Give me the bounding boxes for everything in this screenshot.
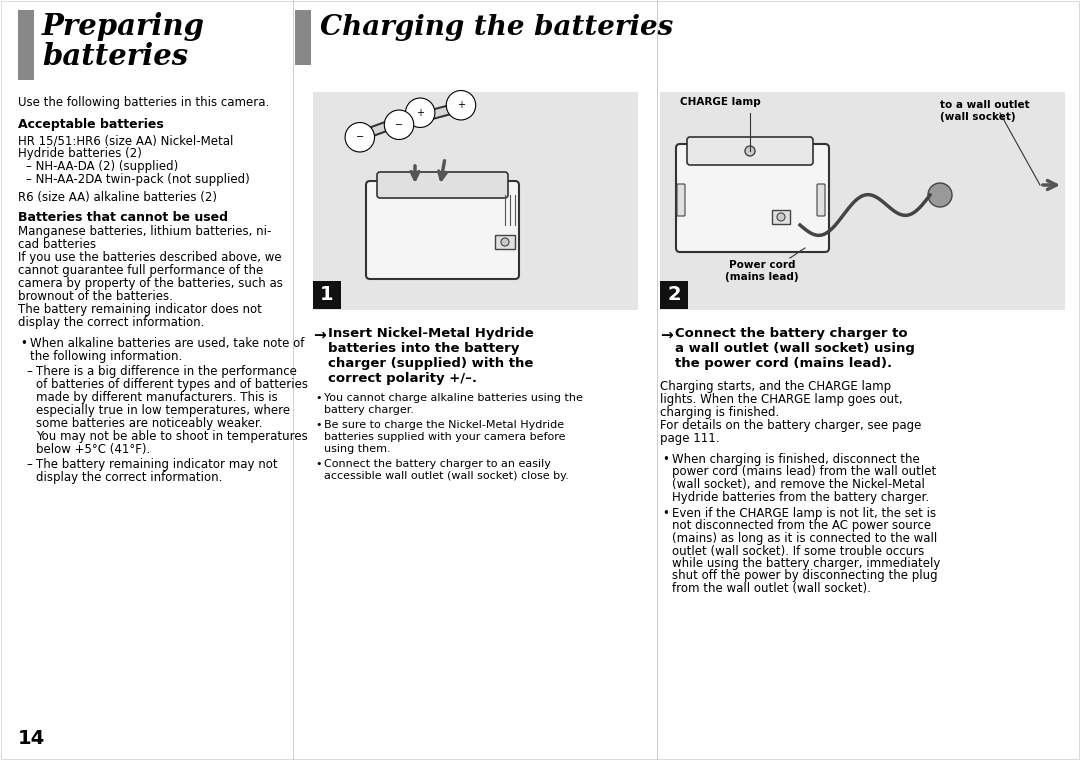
Bar bbox=[495, 235, 515, 249]
Text: the following information.: the following information. bbox=[30, 350, 183, 363]
Text: •: • bbox=[315, 459, 322, 469]
Text: Hydride batteries (2): Hydride batteries (2) bbox=[18, 147, 141, 160]
Text: R6 (size AA) alkaline batteries (2): R6 (size AA) alkaline batteries (2) bbox=[18, 191, 217, 204]
Text: some batteries are noticeably weaker.: some batteries are noticeably weaker. bbox=[36, 417, 262, 430]
Text: battery charger.: battery charger. bbox=[324, 405, 414, 415]
Text: from the wall outlet (wall socket).: from the wall outlet (wall socket). bbox=[672, 582, 870, 595]
Text: (mains) as long as it is connected to the wall: (mains) as long as it is connected to th… bbox=[672, 532, 937, 545]
Text: correct polarity +/–.: correct polarity +/–. bbox=[328, 372, 477, 385]
Circle shape bbox=[777, 213, 785, 221]
Text: batteries: batteries bbox=[42, 42, 188, 71]
Text: –: – bbox=[26, 365, 32, 378]
Text: When charging is finished, disconnect the: When charging is finished, disconnect th… bbox=[672, 453, 920, 466]
Text: the power cord (mains lead).: the power cord (mains lead). bbox=[675, 357, 892, 370]
Text: You may not be able to shoot in temperatures: You may not be able to shoot in temperat… bbox=[36, 430, 308, 443]
Text: •: • bbox=[21, 337, 27, 350]
Text: Connect the battery charger to: Connect the battery charger to bbox=[675, 327, 907, 340]
Text: CHARGE lamp: CHARGE lamp bbox=[680, 97, 760, 107]
Text: using them.: using them. bbox=[324, 444, 391, 454]
Text: made by different manufacturers. This is: made by different manufacturers. This is bbox=[36, 391, 278, 404]
Text: while using the battery charger, immediately: while using the battery charger, immedia… bbox=[672, 557, 941, 570]
Text: (wall socket), and remove the Nickel-Metal: (wall socket), and remove the Nickel-Met… bbox=[672, 478, 924, 491]
Text: •: • bbox=[315, 393, 322, 403]
Text: outlet (wall socket). If some trouble occurs: outlet (wall socket). If some trouble oc… bbox=[672, 544, 924, 558]
Text: cannot guarantee full performance of the: cannot guarantee full performance of the bbox=[18, 264, 264, 277]
FancyBboxPatch shape bbox=[687, 137, 813, 165]
Text: When alkaline batteries are used, take note of: When alkaline batteries are used, take n… bbox=[30, 337, 305, 350]
Text: 1: 1 bbox=[320, 285, 334, 304]
Text: →: → bbox=[313, 327, 326, 342]
Text: – NH-AA-DA (2) (supplied): – NH-AA-DA (2) (supplied) bbox=[26, 160, 178, 173]
Text: Acceptable batteries: Acceptable batteries bbox=[18, 118, 164, 131]
Text: batteries into the battery: batteries into the battery bbox=[328, 342, 519, 355]
Circle shape bbox=[745, 146, 755, 156]
Text: Preparing: Preparing bbox=[42, 12, 205, 41]
Text: not disconnected from the AC power source: not disconnected from the AC power sourc… bbox=[672, 520, 931, 533]
Text: charger (supplied) with the: charger (supplied) with the bbox=[328, 357, 534, 370]
Text: Charging the batteries: Charging the batteries bbox=[320, 14, 673, 41]
Text: 14: 14 bbox=[18, 729, 45, 748]
Text: •: • bbox=[662, 507, 669, 520]
Text: display the correct information.: display the correct information. bbox=[36, 471, 222, 484]
Text: Manganese batteries, lithium batteries, ni-: Manganese batteries, lithium batteries, … bbox=[18, 225, 271, 238]
Bar bbox=[660, 281, 688, 309]
FancyBboxPatch shape bbox=[816, 184, 825, 216]
Bar bbox=[660, 92, 1065, 310]
Text: lights. When the CHARGE lamp goes out,: lights. When the CHARGE lamp goes out, bbox=[660, 393, 903, 406]
Text: power cord (mains lead) from the wall outlet: power cord (mains lead) from the wall ou… bbox=[672, 465, 936, 479]
Text: Connect the battery charger to an easily: Connect the battery charger to an easily bbox=[324, 459, 551, 469]
Bar bbox=[313, 281, 341, 309]
Text: of batteries of different types and of batteries: of batteries of different types and of b… bbox=[36, 378, 308, 391]
Text: •: • bbox=[662, 453, 669, 466]
Bar bbox=[313, 92, 638, 310]
Text: below +5°C (41°F).: below +5°C (41°F). bbox=[36, 443, 150, 456]
FancyBboxPatch shape bbox=[677, 184, 685, 216]
Text: – NH-AA-2DA twin-pack (not supplied): – NH-AA-2DA twin-pack (not supplied) bbox=[26, 173, 249, 186]
Text: batteries supplied with your camera before: batteries supplied with your camera befo… bbox=[324, 432, 566, 442]
Text: Charging starts, and the CHARGE lamp: Charging starts, and the CHARGE lamp bbox=[660, 380, 891, 393]
Text: +: + bbox=[416, 108, 424, 118]
Bar bbox=[295, 10, 311, 65]
Text: −: − bbox=[355, 132, 364, 142]
Text: Insert Nickel-Metal Hydride: Insert Nickel-Metal Hydride bbox=[328, 327, 534, 340]
Text: The battery remaining indicator may not: The battery remaining indicator may not bbox=[36, 458, 278, 471]
Text: You cannot charge alkaline batteries using the: You cannot charge alkaline batteries usi… bbox=[324, 393, 583, 403]
Text: The battery remaining indicator does not: The battery remaining indicator does not bbox=[18, 303, 261, 316]
Circle shape bbox=[501, 238, 509, 246]
Circle shape bbox=[928, 183, 951, 207]
Text: especially true in low temperatures, where: especially true in low temperatures, whe… bbox=[36, 404, 291, 417]
Text: For details on the battery charger, see page: For details on the battery charger, see … bbox=[660, 419, 921, 432]
Bar bbox=[772, 210, 789, 224]
Text: a wall outlet (wall socket) using: a wall outlet (wall socket) using bbox=[675, 342, 915, 355]
Text: There is a big difference in the performance: There is a big difference in the perform… bbox=[36, 365, 297, 378]
Text: –: – bbox=[26, 458, 32, 471]
Text: Even if the CHARGE lamp is not lit, the set is: Even if the CHARGE lamp is not lit, the … bbox=[672, 507, 936, 520]
FancyBboxPatch shape bbox=[676, 144, 829, 252]
Text: +: + bbox=[457, 100, 465, 110]
Text: charging is finished.: charging is finished. bbox=[660, 406, 780, 419]
Text: If you use the batteries described above, we: If you use the batteries described above… bbox=[18, 251, 282, 264]
Text: page 111.: page 111. bbox=[660, 432, 719, 445]
Text: shut off the power by disconnecting the plug: shut off the power by disconnecting the … bbox=[672, 569, 937, 582]
Text: Power cord
(mains lead): Power cord (mains lead) bbox=[725, 260, 799, 282]
Text: display the correct information.: display the correct information. bbox=[18, 316, 204, 329]
Text: Hydride batteries from the battery charger.: Hydride batteries from the battery charg… bbox=[672, 490, 929, 504]
Text: Use the following batteries in this camera.: Use the following batteries in this came… bbox=[18, 96, 269, 109]
Text: camera by property of the batteries, such as: camera by property of the batteries, suc… bbox=[18, 277, 283, 290]
Text: •: • bbox=[315, 420, 322, 430]
Text: cad batteries: cad batteries bbox=[18, 238, 96, 251]
Text: −: − bbox=[395, 120, 403, 130]
Text: Batteries that cannot be used: Batteries that cannot be used bbox=[18, 211, 228, 224]
Text: brownout of the batteries.: brownout of the batteries. bbox=[18, 290, 173, 303]
Text: Be sure to charge the Nickel-Metal Hydride: Be sure to charge the Nickel-Metal Hydri… bbox=[324, 420, 564, 430]
FancyBboxPatch shape bbox=[377, 172, 508, 198]
Text: →: → bbox=[660, 327, 673, 342]
Bar bbox=[18, 10, 33, 80]
Text: 2: 2 bbox=[667, 285, 680, 304]
Text: accessible wall outlet (wall socket) close by.: accessible wall outlet (wall socket) clo… bbox=[324, 471, 569, 481]
Text: to a wall outlet
(wall socket): to a wall outlet (wall socket) bbox=[940, 100, 1029, 122]
Text: HR 15/51:HR6 (size AA) Nickel-Metal: HR 15/51:HR6 (size AA) Nickel-Metal bbox=[18, 134, 233, 147]
FancyBboxPatch shape bbox=[366, 181, 519, 279]
